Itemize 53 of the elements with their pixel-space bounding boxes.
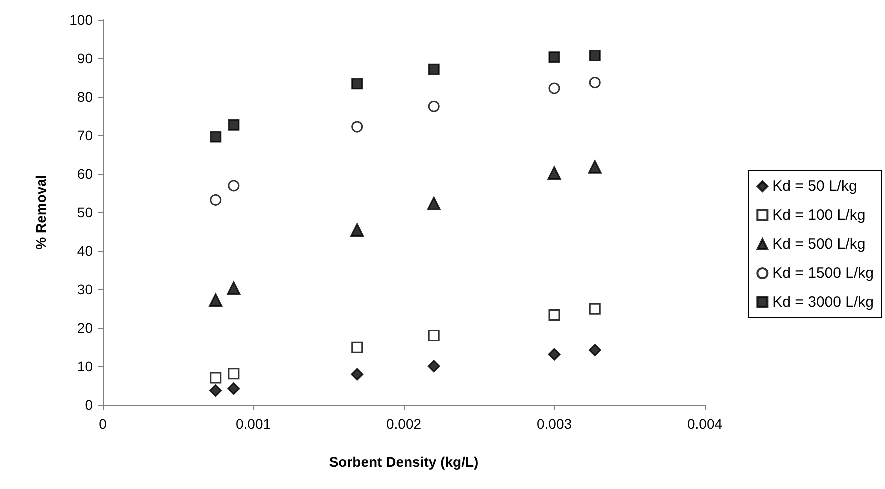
point [548, 310, 560, 322]
y-tick-label: 20 [77, 320, 94, 336]
y-tick-label: 40 [77, 243, 94, 259]
point [548, 52, 560, 64]
y-tick-label: 100 [70, 12, 94, 28]
y-tick-label: 30 [77, 282, 94, 298]
point [352, 121, 364, 133]
point [228, 180, 240, 192]
point [228, 368, 240, 380]
point [428, 100, 440, 112]
point [210, 384, 222, 398]
y-axis-title: % Removal [33, 175, 49, 250]
legend-label: Kd = 500 L/kg [772, 236, 866, 253]
point [589, 50, 601, 62]
legend-label: Kd = 100 L/kg [772, 207, 866, 224]
point [210, 131, 222, 143]
y-tick-label: 90 [77, 50, 94, 66]
point [548, 82, 560, 94]
point [548, 166, 562, 180]
point [350, 223, 364, 237]
point [352, 342, 364, 354]
y-tick-label: 80 [77, 89, 94, 105]
point [589, 303, 601, 315]
point [588, 160, 602, 174]
y-tick-label: 0 [85, 397, 94, 413]
point [228, 382, 240, 396]
x-tick-label: 0.003 [536, 416, 572, 432]
point [228, 119, 240, 131]
legend-label: Kd = 50 L/kg [772, 178, 858, 195]
point [427, 196, 441, 210]
point [428, 64, 440, 76]
point [351, 368, 364, 381]
point [210, 194, 222, 206]
legend-label: Kd = 1500 L/kg [772, 265, 874, 282]
y-tick-label: 60 [77, 166, 94, 182]
y-tick-label: 10 [77, 358, 94, 374]
point [210, 372, 222, 384]
point [428, 360, 440, 373]
x-tick-label: 0.001 [236, 416, 272, 432]
point [428, 330, 440, 342]
point [209, 294, 223, 308]
x-tick-label: 0.002 [386, 416, 422, 432]
point [589, 77, 601, 88]
point [588, 344, 602, 357]
x-tick-label: 0.004 [687, 416, 723, 432]
point [227, 282, 241, 296]
point [352, 78, 364, 90]
x-tick-label: 0 [99, 416, 108, 432]
y-tick-label: 50 [77, 204, 94, 220]
x-axis-title: Sorbent Density (kg/L) [329, 454, 479, 470]
point [548, 348, 561, 361]
y-tick-label: 70 [77, 128, 94, 144]
legend-label: Kd = 3000 L/kg [772, 294, 874, 311]
